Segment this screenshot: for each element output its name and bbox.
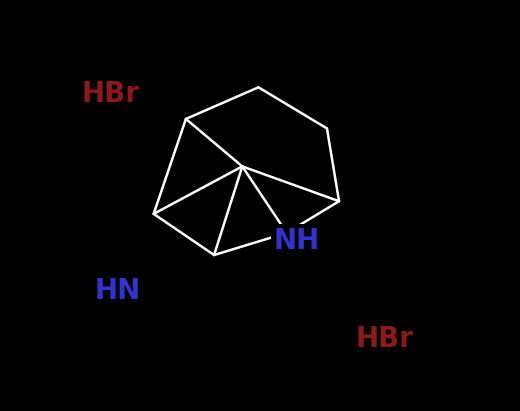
- Text: NH: NH: [274, 227, 320, 255]
- Text: HBr: HBr: [355, 325, 413, 353]
- Text: HBr: HBr: [81, 80, 139, 108]
- Text: HN: HN: [94, 277, 140, 305]
